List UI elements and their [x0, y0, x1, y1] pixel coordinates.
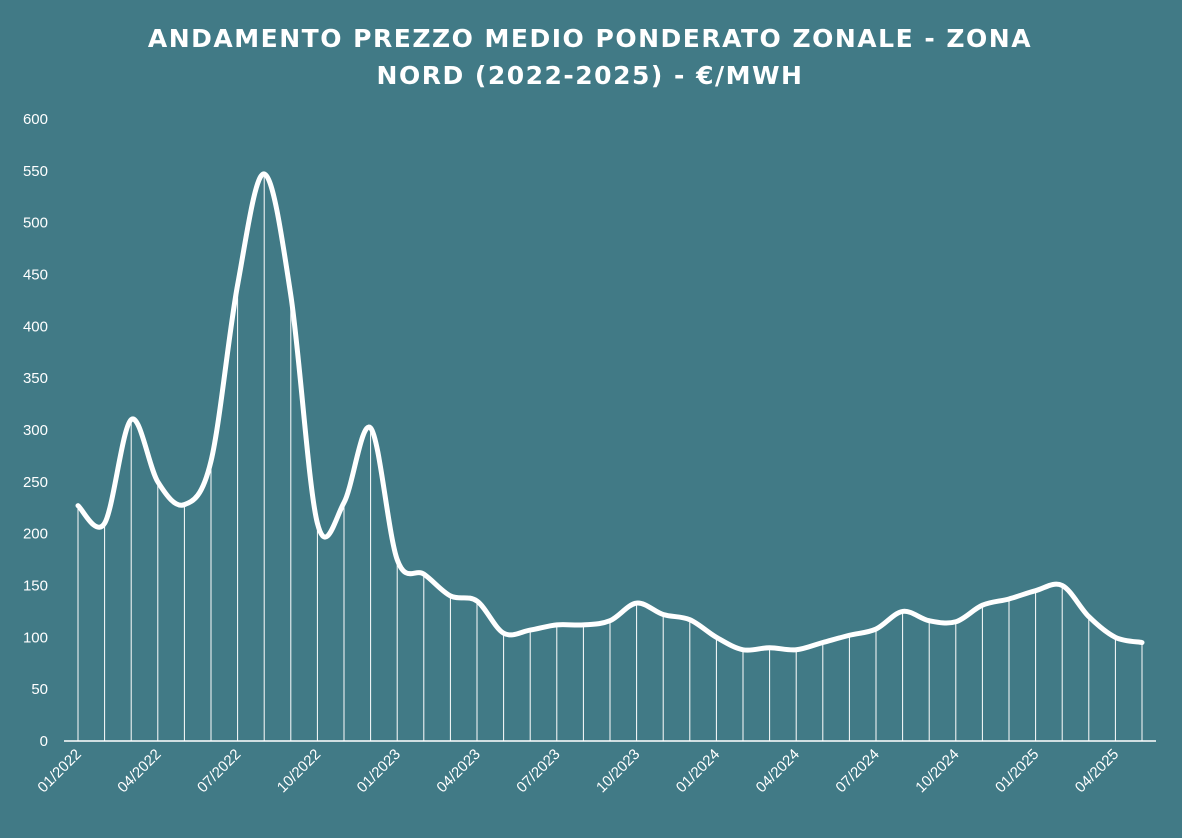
x-tick-label: 04/2023 [433, 746, 483, 796]
y-tick-label: 50 [31, 681, 48, 698]
y-tick-label: 250 [23, 474, 48, 491]
x-tick-label: 01/2022 [34, 746, 84, 796]
x-tick-label: 10/2023 [593, 746, 643, 796]
y-tick-label: 100 [23, 629, 48, 646]
y-tick-label: 350 [23, 370, 48, 387]
x-tick-label: 04/2022 [114, 746, 164, 796]
y-tick-label: 200 [23, 526, 48, 543]
x-tick-label: 01/2024 [673, 746, 723, 796]
x-tick-label: 07/2024 [832, 746, 882, 796]
y-tick-label: 300 [23, 422, 48, 439]
y-tick-label: 500 [23, 215, 48, 232]
chart-title-line-1: ANDAMENTO PREZZO MEDIO PONDERATO ZONALE … [148, 24, 1032, 53]
y-tick-label: 0 [40, 733, 48, 750]
price-series-line [75, 171, 1145, 653]
chart-title-line-2: NORD (2022-2025) - €/MWH [377, 61, 804, 90]
x-tick-label: 01/2023 [354, 746, 404, 796]
x-tick-label: 01/2025 [992, 746, 1042, 796]
x-tick-label: 04/2025 [1072, 746, 1122, 796]
y-tick-label: 400 [23, 318, 48, 335]
drop-lines [77, 173, 1143, 741]
x-tick-label: 07/2023 [513, 746, 563, 796]
x-tick-label: 04/2024 [753, 746, 803, 796]
y-tick-label: 550 [23, 163, 48, 180]
x-tick-label: 07/2022 [194, 746, 244, 796]
y-tick-label: 450 [23, 267, 48, 284]
x-tick-label: 10/2022 [274, 746, 324, 796]
y-tick-label: 600 [23, 111, 48, 128]
x-tick-label: 10/2024 [912, 746, 962, 796]
x-axis: 01/2022 04/2022 07/2022 10/2022 01/2023 04/20… [34, 746, 1122, 796]
y-tick-label: 150 [23, 578, 48, 595]
y-axis: 0 50 100 150 200 250 300 350 400 450 500 550 600 [23, 111, 48, 750]
